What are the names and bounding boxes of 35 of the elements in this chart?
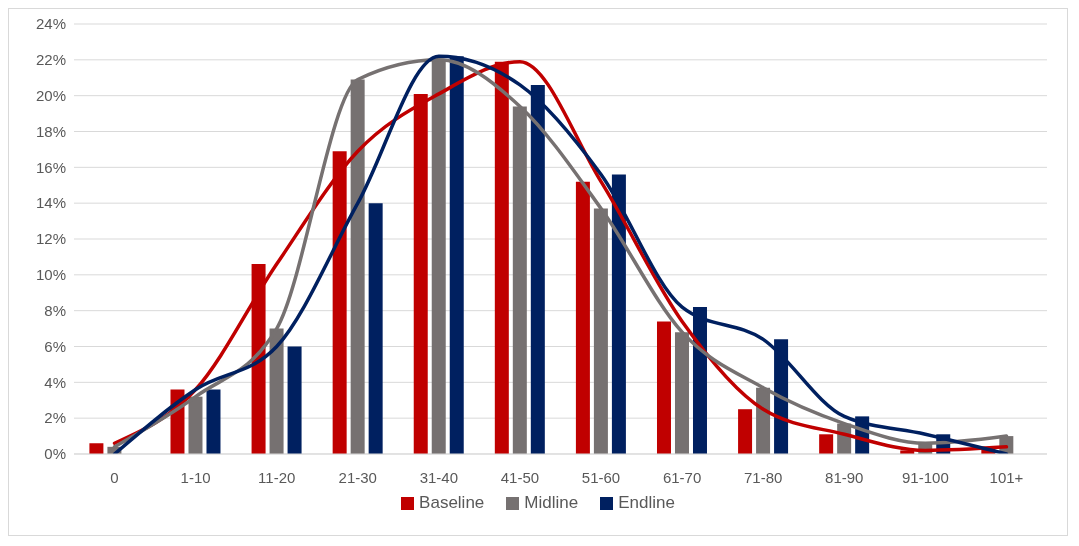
y-tick-label: 16%: [35, 158, 66, 176]
bar: [287, 346, 302, 454]
y-tick-label: 14%: [35, 194, 66, 212]
x-tick-label: 61-70: [662, 468, 702, 486]
y-tick-label: 10%: [35, 266, 66, 284]
bar: [368, 203, 383, 454]
x-tick-label: 21-30: [338, 468, 377, 486]
y-tick-label: 8%: [44, 301, 66, 319]
y-tick-label: 22%: [35, 51, 66, 69]
x-tick-label: 0: [110, 468, 119, 486]
legend-label: Baseline: [419, 493, 485, 513]
x-tick-label: 31-40: [419, 468, 459, 486]
x-tick-label: 41-50: [500, 468, 540, 486]
x-tick-label: 91-100: [902, 468, 949, 486]
y-tick-label: 2%: [44, 409, 66, 427]
x-tick-label: 11-20: [258, 468, 296, 486]
y-tick-label: 20%: [35, 86, 66, 104]
y-tick-label: 24%: [35, 15, 66, 33]
x-tick-label: 101+: [989, 468, 1024, 486]
y-tick-label: 4%: [44, 373, 66, 391]
bar: [89, 443, 104, 454]
x-tick-label: 1-10: [180, 468, 211, 486]
legend-label: Endline: [618, 493, 675, 513]
y-tick-label: 6%: [44, 337, 66, 355]
bar: [656, 321, 671, 454]
bar: [738, 409, 753, 454]
legend-label: Midline: [524, 493, 579, 513]
x-tick-label: 71-80: [744, 468, 783, 486]
y-tick-label: 18%: [35, 122, 66, 140]
bar: [206, 389, 221, 454]
y-tick-label: 0%: [44, 445, 66, 463]
bar: [575, 181, 590, 454]
x-tick-label: 51-60: [581, 468, 621, 486]
x-tick-label: 81-90: [825, 468, 864, 486]
y-tick-label: 12%: [35, 230, 66, 248]
